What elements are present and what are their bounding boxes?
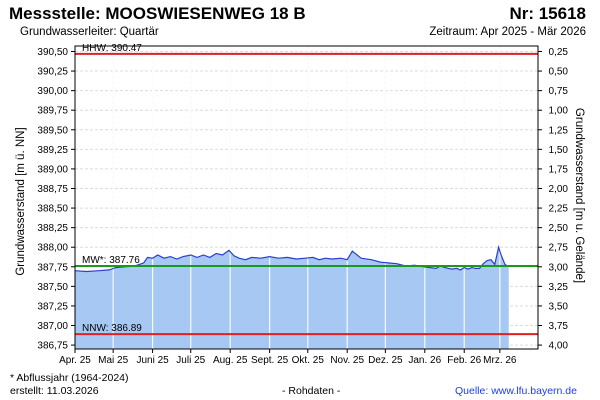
x-tick-label: Juli 25 xyxy=(176,355,205,366)
y-tick-label: 388,00 xyxy=(37,243,68,254)
y-tick-label: 388,25 xyxy=(37,223,68,234)
raw-data-note: - Rohdaten - xyxy=(282,385,341,397)
x-tick-label: Mrz. 26 xyxy=(483,355,517,366)
station-number: Nr: 15618 xyxy=(509,4,586,23)
source-link[interactable]: www.lfu.bayern.de xyxy=(491,385,577,397)
y-tick-label: 390,25 xyxy=(37,67,68,78)
y-right-tick-label: 1,50 xyxy=(549,145,569,156)
y-tick-label: 387,50 xyxy=(37,282,68,293)
y-tick-label: 389,25 xyxy=(37,145,68,156)
y-tick-label: 387,75 xyxy=(37,262,68,273)
station-title: Messstelle: MOOSWIESENWEG 18 B xyxy=(9,4,306,23)
chart-axes: 386,75 387,00 387,25 387,50 387,75 388,00 388,… xyxy=(15,45,585,366)
y-right-tick-label: 0,75 xyxy=(549,86,569,97)
x-tick-label: Jan. 26 xyxy=(408,355,441,366)
y-axis-title-right: Grundwasserstand [m u. Gelände] xyxy=(573,108,585,283)
y-right-tick-label: 2,00 xyxy=(549,184,569,195)
created-date: erstellt: 11.03.2026 xyxy=(10,385,99,397)
period-label: Zeitraum: Apr 2025 - Mär 2026 xyxy=(429,26,586,38)
x-tick-label: Aug. 25 xyxy=(213,355,248,366)
reference-label: MW*: 387.76 xyxy=(82,255,140,266)
y-tick-label: 389,50 xyxy=(37,125,68,136)
reference-label: HHW: 390.47 xyxy=(82,43,142,54)
y-tick-label: 387,00 xyxy=(37,321,68,332)
x-tick-label: Okt. 25 xyxy=(292,355,325,366)
aquifer-label: Grundwasserleiter: Quartär xyxy=(20,26,159,38)
y-right-tick-label: 0,25 xyxy=(549,47,569,58)
y-right-tick-label: 1,25 xyxy=(549,125,569,136)
plot-frame xyxy=(74,45,539,350)
y-tick-label: 388,75 xyxy=(37,184,68,195)
y-tick-label: 389,00 xyxy=(37,164,68,175)
y-right-tick-label: 1,00 xyxy=(549,106,569,117)
x-tick-label: Mai 25 xyxy=(98,355,128,366)
y-right-tick-label: 3,75 xyxy=(549,321,569,332)
x-tick-label: Sept. 25 xyxy=(251,355,289,366)
y-right-tick-label: 4,00 xyxy=(549,341,569,352)
y-tick-label: 386,75 xyxy=(37,341,68,352)
y-tick-label: 390,00 xyxy=(37,86,68,97)
reference-label: NNW: 386.89 xyxy=(82,323,142,334)
footnote: * Abflussjahr (1964-2024) xyxy=(10,372,129,384)
series-area xyxy=(75,247,509,349)
y-right-tick-label: 2,25 xyxy=(549,204,569,215)
reference-lines: HHW: 390.47 MW*: 387.76 NNW: 386.89 xyxy=(75,43,538,336)
x-tick-label: Apr. 25 xyxy=(59,355,91,366)
y-tick-label: 387,25 xyxy=(37,301,68,312)
y-tick-label: 388,50 xyxy=(37,204,68,215)
y-tick-label: 389,75 xyxy=(37,106,68,117)
y-right-tick-label: 1,75 xyxy=(549,164,569,175)
chart-area xyxy=(74,46,510,349)
y-right-tick-label: 0,50 xyxy=(549,67,569,78)
y-right-tick-label: 2,75 xyxy=(549,243,569,254)
y-tick-label: 390,50 xyxy=(37,47,68,58)
source-label: Quelle: xyxy=(455,385,492,397)
x-tick-label: Nov. 25 xyxy=(330,355,364,366)
y-axis-title: Grundwasserstand [m ü. NN] xyxy=(15,127,27,275)
y-right-tick-label: 3,25 xyxy=(549,282,569,293)
y-right-tick-label: 2,50 xyxy=(549,223,569,234)
y-right-tick-label: 3,50 xyxy=(549,301,569,312)
x-tick-label: Dez. 25 xyxy=(368,355,403,366)
source: Quelle: www.lfu.bayern.de xyxy=(455,385,577,397)
x-tick-label: Juni 25 xyxy=(136,355,169,366)
series-line xyxy=(74,244,510,273)
y-right-tick-label: 3,00 xyxy=(549,262,569,273)
x-tick-label: Feb. 26 xyxy=(447,355,481,366)
